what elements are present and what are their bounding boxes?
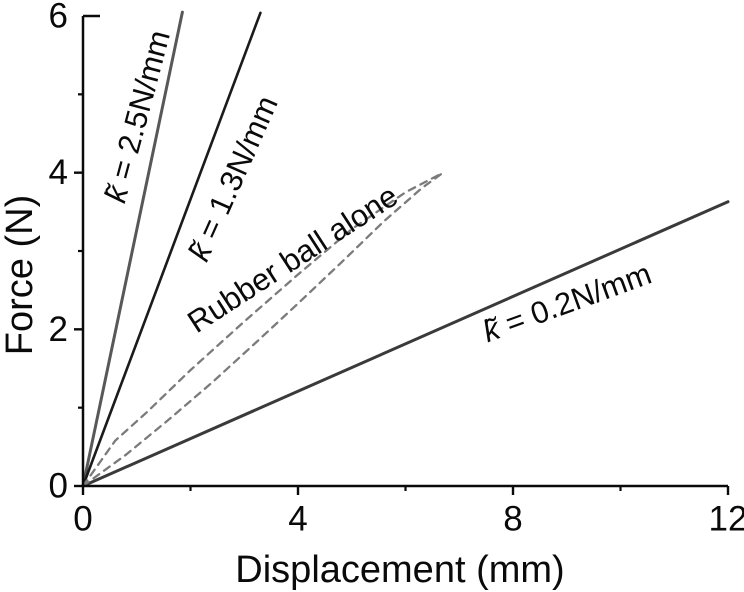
series-group xyxy=(81,10,730,488)
series-line-1 xyxy=(81,11,262,488)
line-label-0: k̃ = 2.5N/mm xyxy=(97,26,177,206)
series-line-2 xyxy=(81,200,730,488)
line-label-1: k̃ = 1.3N/mm xyxy=(181,90,285,266)
line-label-3: k̃ = 0.2N/mm xyxy=(478,255,656,348)
series-line-3 xyxy=(81,171,445,488)
axis-spines xyxy=(81,16,728,488)
x-tick-label: 8 xyxy=(503,500,522,539)
axes-group xyxy=(74,14,730,495)
x-tick-label: 12 xyxy=(709,500,744,539)
y-tick-label: 4 xyxy=(49,153,68,192)
series-line-0 xyxy=(81,10,184,488)
series-line-4 xyxy=(81,171,445,488)
stiffness-value-text: = 2.5N/mm xyxy=(101,26,176,191)
tick-label-group: 0 2 4 6 0 4 8 12 xyxy=(49,0,744,539)
x-tick-label: 4 xyxy=(288,500,307,539)
x-axis-title: Displacement (mm) xyxy=(235,549,564,591)
y-tick-label: 0 xyxy=(49,467,68,506)
x-tick-label: 0 xyxy=(73,500,92,539)
y-tick-label: 6 xyxy=(49,0,68,36)
y-axis-title: Force (N) xyxy=(0,195,41,355)
y-tick-label: 2 xyxy=(49,310,68,349)
